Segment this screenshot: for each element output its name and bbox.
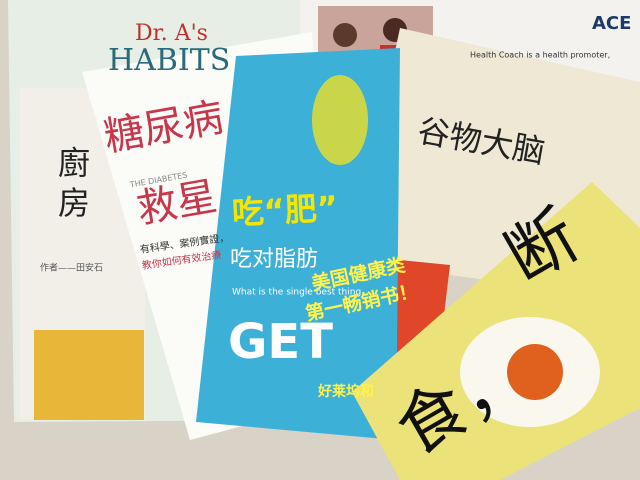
- book-title: 房: [58, 184, 90, 222]
- poster-text: Health Coach is a health promoter,: [470, 51, 610, 60]
- book-title: 吃“肥”: [231, 188, 339, 231]
- book-title: Dr. A's: [135, 21, 208, 46]
- logo: ACE: [592, 13, 631, 34]
- book-title: HABITS: [108, 43, 230, 78]
- big-word: GET: [228, 314, 333, 370]
- author: 作者——田安石: [40, 262, 103, 274]
- person: [333, 23, 357, 47]
- book-title: 吃对脂肪: [230, 247, 318, 272]
- note: 好莱坞和: [317, 383, 374, 400]
- food-photo: [34, 330, 144, 420]
- blurb: What is the single best thing: [232, 288, 361, 298]
- book-title: 廚: [58, 144, 90, 182]
- olive-art: [312, 75, 368, 165]
- egg-yolk: [507, 344, 563, 400]
